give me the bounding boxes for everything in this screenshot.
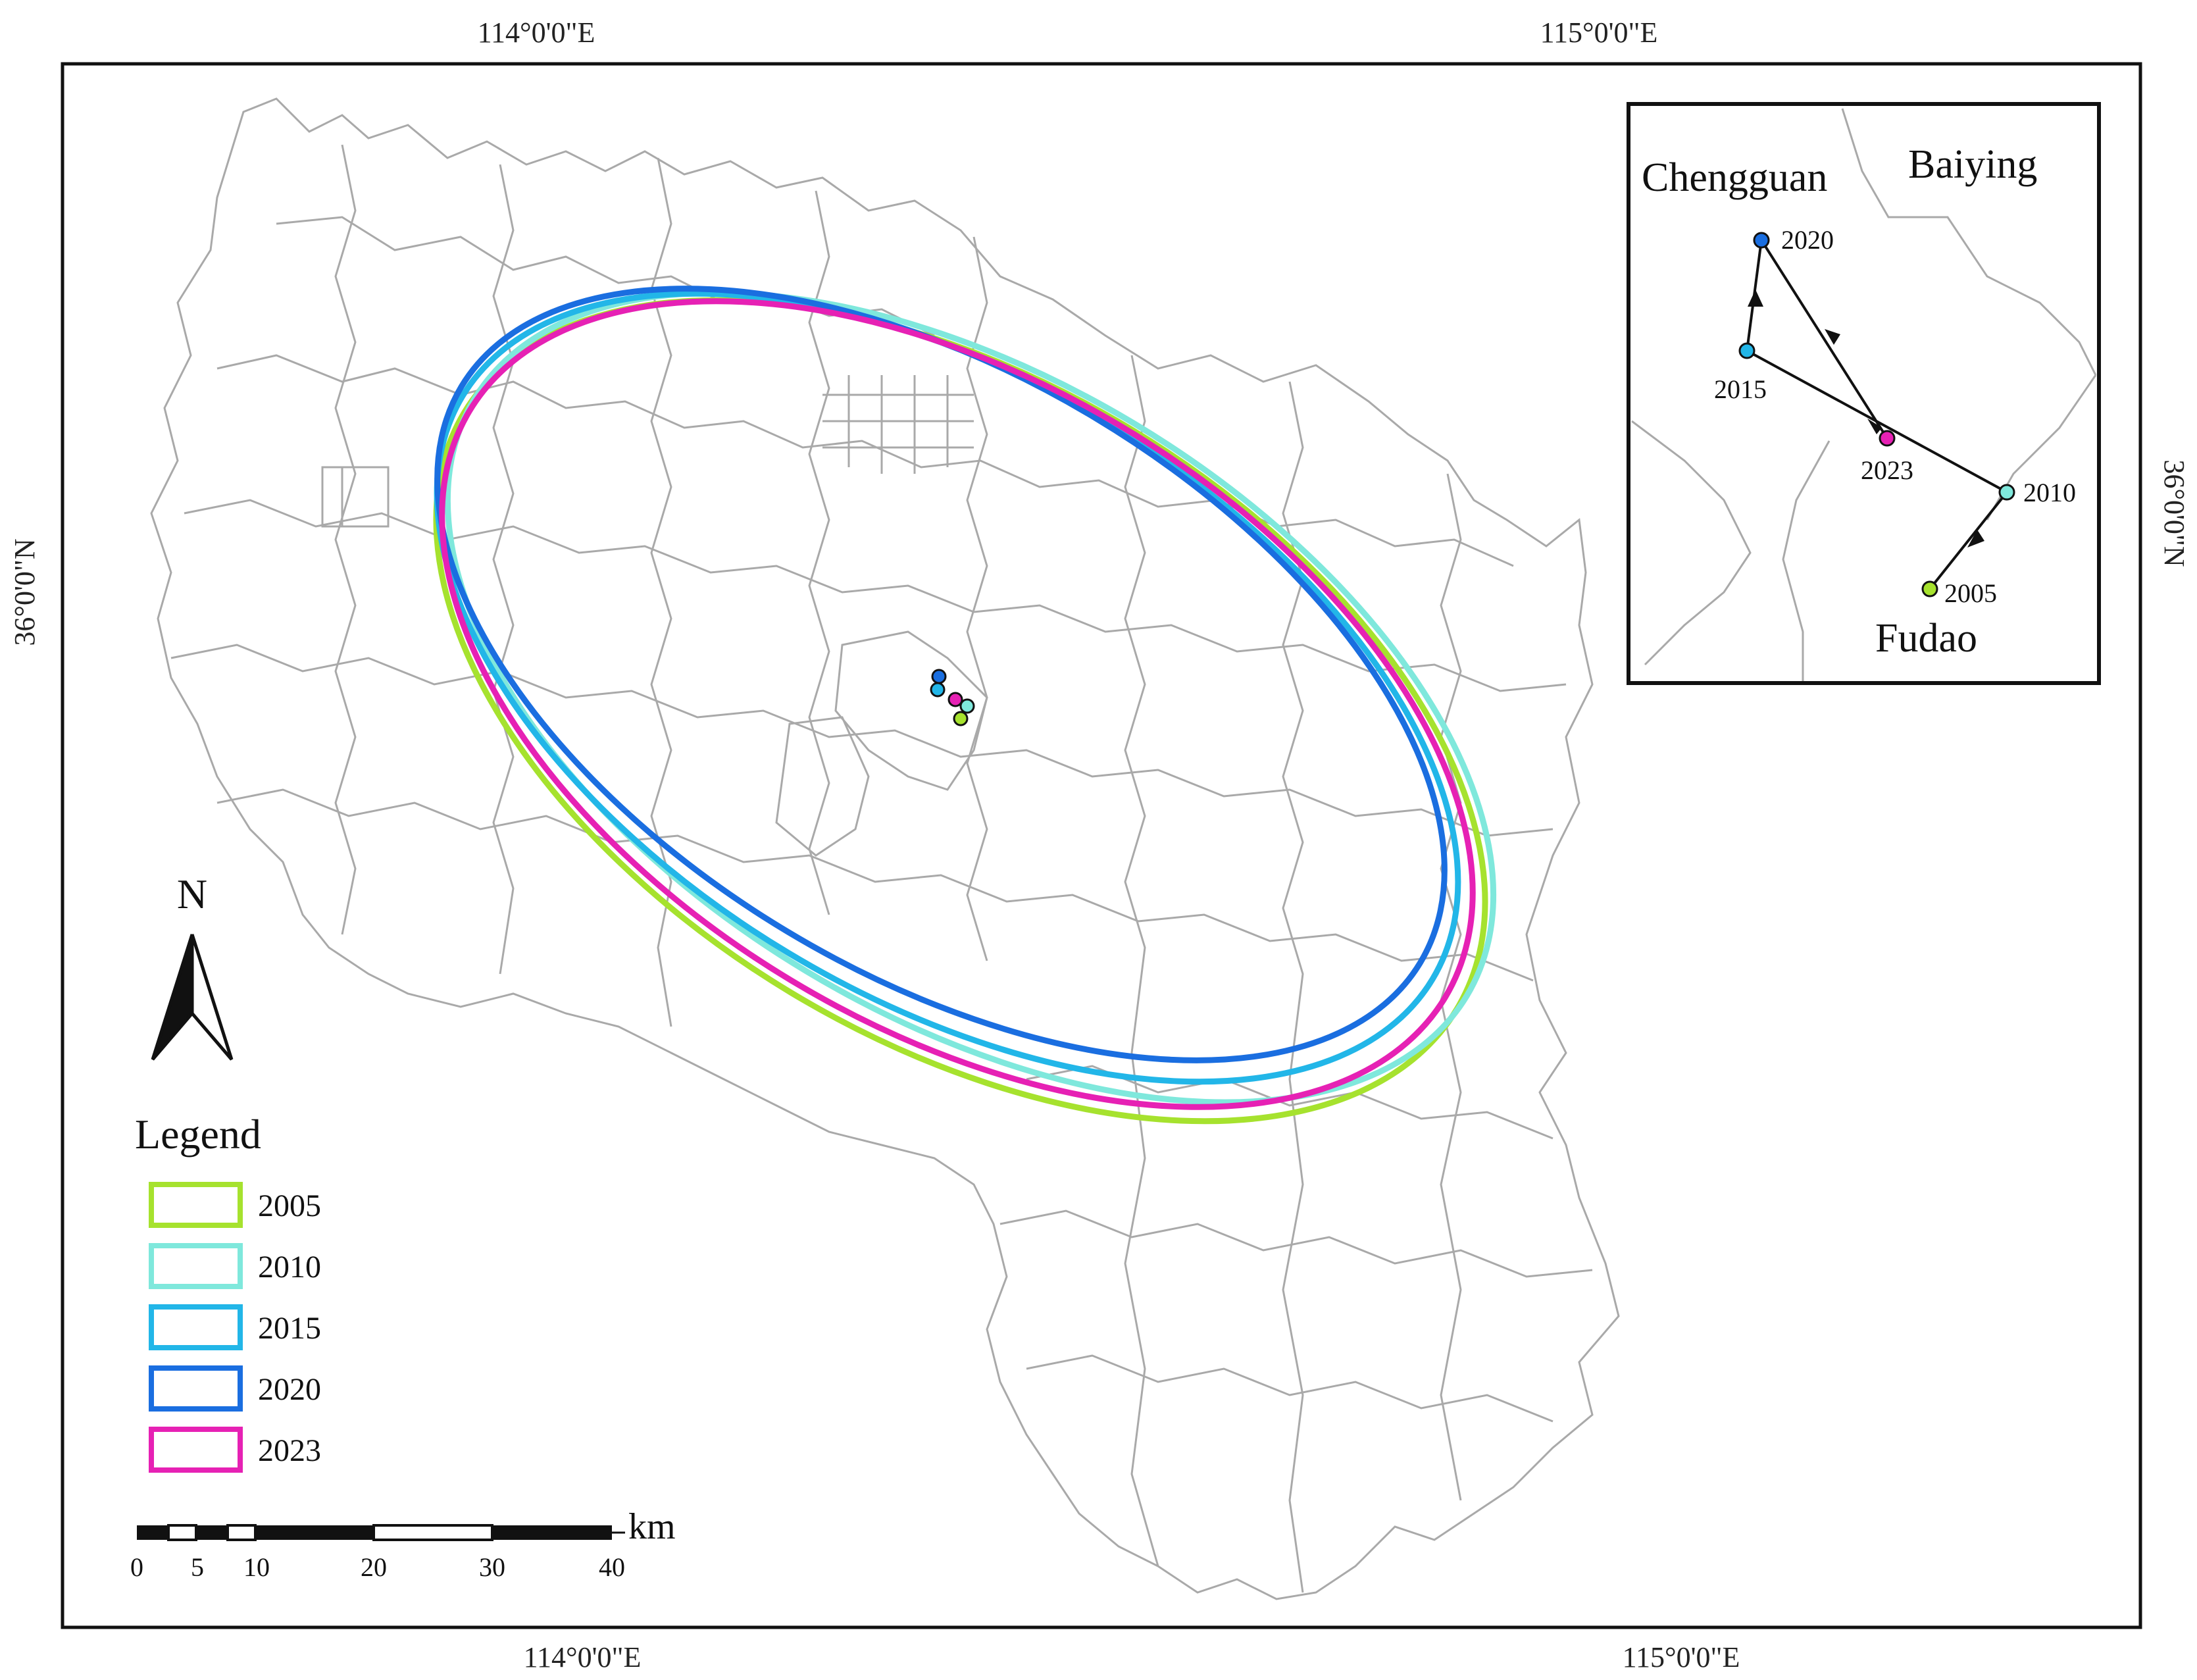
legend-swatch-2023 (149, 1427, 243, 1473)
direction-arrow-icon (1867, 419, 1882, 434)
scale-segment (255, 1525, 374, 1540)
scale-tick-5: 5 (191, 1552, 204, 1582)
inset-place-fudao: Fudao (1875, 616, 1977, 661)
scale-unit: km (628, 1506, 676, 1547)
scale-tick-10: 10 (243, 1552, 270, 1582)
std-ellipses (433, 286, 1497, 1125)
inset-panel: Chengguan Baiying Fudao 2020 2015 2023 2… (1627, 102, 2101, 685)
scale-tick-0: 0 (130, 1552, 143, 1582)
legend-label-2020: 2020 (258, 1372, 321, 1407)
scale-segment (196, 1525, 228, 1540)
ellipse-2020 (434, 286, 1448, 1063)
trajectory-segment-2020-2023 (1760, 239, 1888, 440)
trajectory-arrows (1748, 290, 1984, 547)
inset-year-label-2010: 2010 (2023, 478, 2076, 507)
centroid-2020 (931, 669, 947, 684)
scale-tick-30: 30 (479, 1552, 505, 1582)
direction-arrow-icon (1748, 290, 1763, 307)
inset-centroid-2010 (1998, 484, 2015, 501)
legend-title: Legend (135, 1111, 261, 1158)
scale-segment (226, 1524, 257, 1541)
inset-place-baiying: Baiying (1908, 142, 2037, 187)
trajectory-segment-2005-2010 (1929, 491, 2008, 590)
scale-segment (372, 1524, 493, 1541)
bottom-lon-label-1: 114°0'0"E (524, 1641, 642, 1673)
top-lon-label-1: 114°0'0"E (478, 16, 595, 49)
inset-year-label-2015: 2015 (1714, 374, 1767, 404)
ellipse-2023 (439, 298, 1476, 1110)
north-label: N (177, 871, 207, 917)
centroid-2023 (947, 692, 963, 707)
inset-centroid-2005 (1921, 580, 1938, 598)
legend-swatch-2010 (149, 1243, 243, 1289)
scale-segment (137, 1525, 168, 1540)
legend-item-2020: 2020 (149, 1365, 321, 1412)
legend-item-2010: 2010 (149, 1243, 321, 1289)
scale-bar: km 0 5 10 20 30 40 (130, 1506, 676, 1582)
left-lat-label: 36°0'0"N (9, 538, 41, 646)
legend-label-2015: 2015 (258, 1311, 321, 1346)
inset-year-label-2005: 2005 (1944, 578, 1997, 608)
direction-arrow-icon (1825, 329, 1840, 345)
main-centroids (930, 669, 975, 726)
admin-boundaries (150, 97, 1620, 1600)
inset-frame (1627, 102, 2101, 685)
legend-label-2023: 2023 (258, 1433, 321, 1468)
legend-item-2005: 2005 (149, 1182, 321, 1228)
legend-swatch-2020 (149, 1365, 243, 1412)
scale-tick-20: 20 (361, 1552, 387, 1582)
right-lat-label: 36°0'0"N (2158, 459, 2190, 567)
north-arrow-icon (151, 934, 234, 1061)
inset-centroid-2015 (1738, 342, 1755, 359)
legend-label-2010: 2010 (258, 1250, 321, 1285)
inset-place-chengguan: Chengguan (1642, 155, 1827, 200)
legend: Legend 2005 2010 2015 2020 2023 (135, 1111, 321, 1473)
legend-item-2023: 2023 (149, 1427, 321, 1473)
legend-swatch-2015 (149, 1304, 243, 1350)
scale-segment (492, 1525, 612, 1540)
scale-segment (167, 1524, 197, 1541)
inset-centroid-2020 (1753, 232, 1770, 249)
legend-swatch-2005 (149, 1182, 243, 1228)
centroid-2015 (930, 682, 946, 698)
inset-year-label-2023: 2023 (1861, 455, 1913, 485)
direction-arrow-icon (1967, 530, 1984, 547)
centroid-2005 (953, 711, 969, 726)
legend-label-2005: 2005 (258, 1188, 321, 1223)
inset-year-label-2020: 2020 (1781, 225, 1834, 255)
legend-item-2015: 2015 (149, 1304, 321, 1350)
bottom-lon-label-2: 115°0'0"E (1623, 1641, 1740, 1673)
top-lon-label-2: 115°0'0"E (1540, 16, 1658, 49)
centroid-2010 (959, 698, 975, 714)
scale-tick-40: 40 (599, 1552, 625, 1582)
north-arrow: N (151, 871, 234, 1061)
inset-centroid-2023 (1879, 430, 1896, 447)
